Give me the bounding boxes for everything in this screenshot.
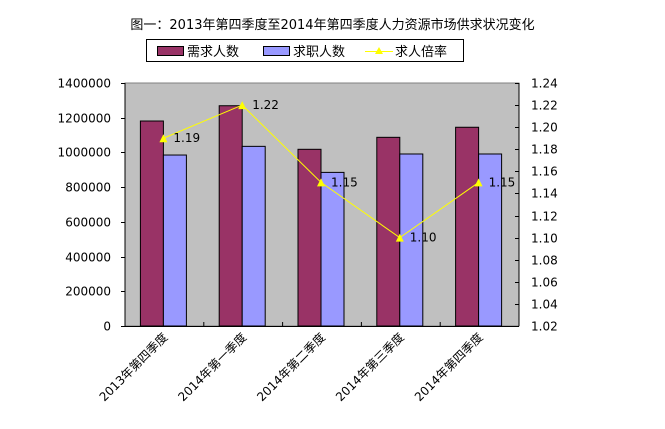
legend-label-supply: 求职人数 — [293, 45, 346, 60]
ratio-data-label: 1.15 — [331, 175, 358, 189]
y2-tick-label: 1.06 — [531, 276, 558, 290]
ratio-data-label: 1.19 — [173, 131, 200, 145]
y-tick-label: 1400000 — [58, 77, 111, 91]
legend-item-demand: 需求人数 — [157, 42, 240, 60]
y-tick-label: 600000 — [65, 216, 111, 230]
y-tick-label: 0 — [103, 320, 111, 334]
y-tick-label: 1200000 — [58, 112, 111, 126]
bar-supply — [320, 171, 345, 327]
y2-tick-label: 1.02 — [531, 320, 558, 334]
y2-tick-label: 1.04 — [531, 298, 558, 312]
ratio-point-triangle-icon — [238, 101, 247, 110]
ratio-point-triangle-icon — [317, 178, 325, 187]
bar-demand — [139, 120, 164, 327]
ratio-point-triangle-icon — [474, 178, 483, 187]
chart-title: 图一：2013年第四季度至2014年第四季度人力资源市场供求状况变化 — [130, 18, 535, 33]
legend: 需求人数 求职人数 求人倍率 — [146, 39, 464, 62]
x-category-label: 2014年第四季度 — [411, 330, 486, 405]
bar-supply — [241, 145, 266, 327]
x-category-label: 2013年第四季度 — [96, 330, 171, 405]
bar-demand — [455, 126, 480, 327]
ratio-point-triangle-icon — [159, 134, 168, 143]
ratio-data-label: 1.22 — [252, 98, 279, 112]
y2-tick-label: 1.16 — [531, 165, 558, 179]
bar-supply — [162, 154, 187, 327]
y2-tick-label: 1.08 — [531, 254, 558, 268]
y2-tick-label: 1.24 — [531, 77, 558, 91]
y-tick-label: 400000 — [65, 251, 111, 265]
ratio-point-triangle-icon — [395, 233, 404, 242]
x-category-label: 2014年第一季度 — [175, 330, 250, 405]
y2-tick-label: 1.22 — [531, 99, 558, 113]
plot-area: 1400000 1200000 1000000 800000 600000 400000 2… — [58, 77, 558, 405]
y2-tick-label: 1.20 — [531, 121, 558, 135]
y-tick-label: 200000 — [65, 285, 111, 299]
legend-label-demand: 需求人数 — [187, 45, 240, 60]
y2-tick-label: 1.14 — [531, 187, 558, 201]
x-category-label: 2014年第三季度 — [332, 330, 407, 405]
y2-tick-label: 1.12 — [531, 210, 558, 224]
legend-label-ratio: 求人倍率 — [395, 45, 448, 60]
legend-line-triangle-icon — [365, 46, 393, 56]
ratio-data-label: 1.15 — [489, 175, 516, 189]
x-category-label: 2014年第二季度 — [253, 330, 328, 405]
y-tick-label: 800000 — [65, 181, 111, 195]
legend-swatch-supply — [263, 45, 290, 56]
bar-demand — [297, 148, 322, 327]
legend-item-supply: 求职人数 — [263, 42, 346, 60]
legend-swatch-demand — [157, 45, 184, 56]
y-tick-label: 1000000 — [58, 146, 111, 160]
bar-demand — [218, 105, 243, 327]
y2-tick-label: 1.10 — [531, 232, 558, 246]
ratio-data-label: 1.10 — [410, 231, 437, 245]
y2-tick-label: 1.18 — [531, 143, 558, 157]
legend-item-ratio: 求人倍率 — [365, 42, 448, 60]
bar-demand — [376, 136, 401, 327]
